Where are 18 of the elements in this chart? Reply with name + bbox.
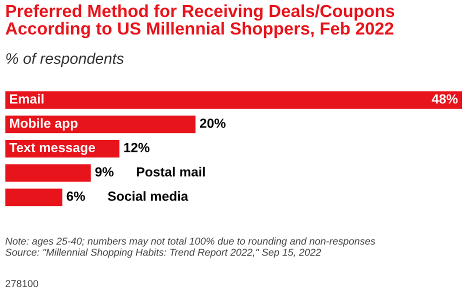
text: Note: ages 25-40; numbers may not total 100% due to rounding and non-responses Source: "Millennial Shopping Habits: Trend Report 2022," Sep 15, 2022: [5, 237, 376, 258]
y-tick-label: Mobile app: [10, 118, 78, 131]
y-tick-label: Postal mail: [136, 166, 205, 177]
data-label: 48%: [432, 94, 458, 104]
y-tick-label: Text message: [9, 142, 96, 155]
data-label: 9%: [95, 167, 114, 177]
y-tick-label: Social media: [108, 191, 188, 201]
chart-title: Preferred Method for Receiving Deals/Coupons According to US Millennial Shoppers, Feb 2022: [6, 4, 394, 38]
chart-subtitle: % of respondents: [6, 52, 124, 67]
data-label: 20%: [200, 118, 226, 128]
data-label: 6%: [66, 192, 85, 201]
bar: [5, 91, 462, 109]
bar: [5, 188, 62, 206]
bar: [5, 116, 196, 134]
text: 278100: [6, 280, 38, 288]
y-tick-label: Email: [10, 94, 44, 104]
bar: [5, 164, 91, 182]
data-label: 12%: [124, 142, 150, 152]
